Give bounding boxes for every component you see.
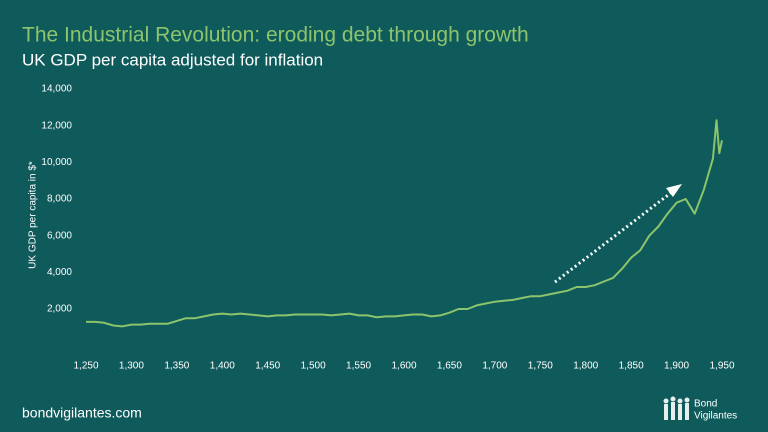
x-tick-label: 1,600 [391, 361, 416, 372]
y-tick-label: 14,000 [41, 84, 72, 95]
x-tick-label: 1,900 [664, 361, 689, 372]
y-tick-label: 12,000 [41, 120, 72, 131]
y-tick-label: 6,000 [47, 230, 72, 241]
data-line [86, 119, 723, 328]
x-tick-label: 1,650 [437, 361, 462, 372]
chart-title: The Industrial Revolution: eroding debt … [22, 24, 529, 47]
x-tick-label: 1,700 [482, 361, 507, 372]
x-tick-label: 1,800 [573, 361, 598, 372]
chart-subtitle: UK GDP per capita adjusted for inflation [22, 50, 323, 69]
x-tick-label: 1,750 [528, 361, 553, 372]
x-tick-label: 1,550 [346, 361, 371, 372]
logo: Bond Vigilantes [663, 396, 737, 422]
footer-site: bondvigilantes.com [22, 405, 142, 421]
x-tick-label: 1,400 [210, 361, 235, 372]
x-tick-label: 1,500 [301, 361, 326, 372]
logo-text: Bond [694, 399, 717, 410]
x-tick-label: 1,350 [164, 361, 189, 372]
x-tick-label: 1,950 [709, 361, 734, 372]
x-tick-label: 1,250 [73, 361, 98, 372]
x-tick-label: 1,300 [119, 361, 144, 372]
trend-arrow [554, 184, 682, 284]
y-axis-label: UK GDP per capita in $* [28, 161, 39, 269]
x-tick-label: 1,850 [619, 361, 644, 372]
x-tick-label: 1,450 [255, 361, 280, 372]
y-tick-label: 4,000 [47, 267, 72, 278]
y-tick-label: 2,000 [47, 304, 72, 315]
y-tick-label: 10,000 [41, 157, 72, 168]
y-tick-label: 8,000 [47, 194, 72, 205]
logo-text: Vigilantes [694, 411, 737, 422]
